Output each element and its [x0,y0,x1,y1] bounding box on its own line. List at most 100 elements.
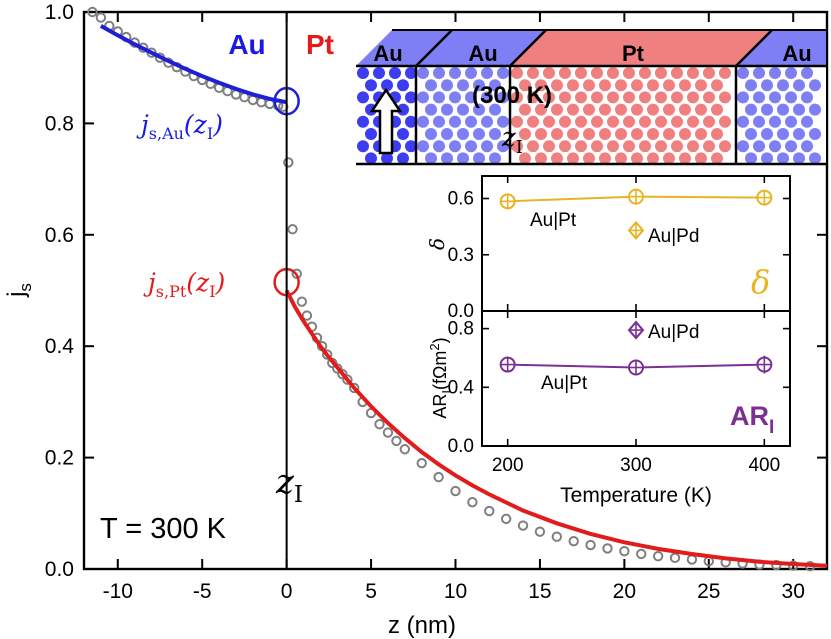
data-point-50 [517,520,529,531]
atom-177 [679,152,691,165]
atom-53 [465,115,477,128]
atom-73 [527,67,539,79]
atom-128 [543,115,555,128]
atom-199 [809,103,821,116]
data-point-37 [348,382,360,394]
atom-131 [591,115,603,128]
atom-46 [441,103,453,116]
atom-110 [687,91,699,104]
atom-146 [615,128,627,140]
atom-58 [457,128,469,140]
y-tick-label-3: 0.6 [45,224,74,247]
atom-211 [753,140,765,153]
js-au-arg-sub: I [207,124,213,143]
atom-155 [543,140,555,153]
data-point-60 [686,554,698,565]
data-point-55 [602,543,613,554]
data-point-32 [321,349,333,360]
atom-154 [527,140,539,153]
atom-106 [623,91,635,104]
atom-112 [719,91,731,104]
atom-136 [671,115,683,128]
data-point-24 [283,157,294,168]
atom-79 [623,67,635,79]
ar-y-unit-close: ) [430,337,450,343]
data-point-59 [669,552,681,564]
data-point-49 [500,513,512,525]
atom-76 [575,67,587,79]
atom-64 [465,140,477,153]
atom-153 [511,140,523,153]
data-point-53 [568,535,579,547]
atom-77 [591,67,603,79]
atom-143 [567,128,579,140]
atom-193 [785,91,797,104]
inset-ar-data [499,320,773,376]
atom-4 [365,79,377,92]
fit-line-fit-au [99,24,287,105]
atom-54 [481,115,493,128]
atom-156 [559,140,571,153]
schematic-interface-sub: I [516,137,523,158]
schematic-layer-label-2: Pt [622,41,645,66]
atom-63 [449,140,461,153]
atom-87 [535,79,547,92]
atom-40 [433,91,445,104]
y-tick-label-5: 1.0 [45,1,74,24]
atom-204 [801,115,813,128]
atom-207 [777,128,789,140]
atom-57 [441,128,453,140]
atom-92 [615,79,627,92]
atom-108 [655,91,667,104]
atom-218 [793,152,805,165]
data-point-48 [484,505,495,517]
atom-103 [575,91,587,104]
data-point-41 [382,427,394,438]
atom-205 [745,128,757,140]
atom-137 [687,115,699,128]
delta-y-tick-label-1: 0.3 [448,245,474,266]
atom-201 [753,115,765,128]
atom-170 [567,152,579,165]
atom-175 [647,152,659,165]
atom-101 [543,91,555,104]
atom-174 [631,152,643,165]
atom-121 [647,103,659,116]
data-point-36 [342,374,353,385]
atom-209 [809,128,821,140]
atom-126 [511,115,523,128]
atom-125 [711,103,723,116]
atom-210 [737,140,749,153]
atom-89 [567,79,579,92]
js-pt-arg-sub: I [209,282,215,301]
atom-100 [527,91,539,104]
atom-20 [397,128,409,140]
atom-215 [745,152,757,165]
atom-217 [777,152,789,165]
atom-185 [745,79,757,92]
atom-159 [607,140,619,153]
atom-140 [519,128,531,140]
atom-172 [599,152,611,165]
atom-142 [551,128,563,140]
atom-50 [417,115,429,128]
atom-95 [663,79,675,92]
atom-183 [785,67,797,79]
x-tick-label-4: 10 [444,580,467,603]
atom-176 [663,152,675,165]
atom-163 [671,140,683,153]
atom-45 [425,103,437,116]
inset-delta-y-label: δ [425,238,449,250]
inset-x-tick-label-2: 400 [748,455,780,476]
atom-117 [583,103,595,116]
atom-82 [671,67,683,79]
atom-30 [449,67,461,79]
inset-ar-y-label: ARI(fΩm2) [427,337,454,418]
data-point-57 [636,548,647,560]
schematic-top-face-pt [510,30,772,66]
atom-179 [711,152,723,165]
atom-151 [695,128,707,140]
delta-series-label-aupd: Au|Pd [648,226,699,247]
